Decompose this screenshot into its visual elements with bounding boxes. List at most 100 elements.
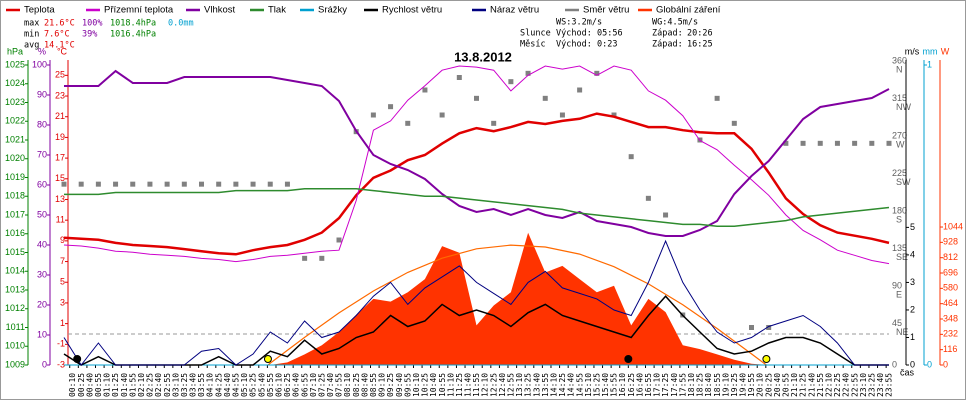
- x-tick-label: 23:25: [867, 373, 876, 397]
- y-tick-label: 1012: [5, 303, 25, 313]
- y-tick-label: 1017: [5, 209, 25, 219]
- line: [64, 188, 890, 228]
- y-tick-label: 360: [892, 55, 907, 65]
- x-tick-label: 23:40: [876, 373, 885, 397]
- x-tick-label: 17:55: [678, 373, 687, 397]
- sun-rise-label: Východ:: [556, 29, 592, 39]
- y-tick-label: W: [896, 139, 905, 149]
- x-tick-label: 04:40: [223, 373, 232, 397]
- y-tick-label: 928: [943, 237, 958, 247]
- y-tick-label: 90: [37, 89, 47, 99]
- x-tick-label: 18:55: [713, 373, 722, 397]
- x-tick-label: 20:25: [764, 373, 773, 397]
- legend-label: Přízemní teplota: [104, 5, 174, 16]
- y-tick-label: 90: [892, 280, 902, 290]
- y-tick-label: 20: [37, 299, 47, 309]
- x-tick-label: 13:10: [515, 373, 524, 397]
- y-tick-label: 1013: [5, 284, 25, 294]
- y-tick-label: S: [896, 214, 902, 224]
- point: [869, 140, 875, 146]
- x-tick-label: 07:25: [317, 373, 326, 397]
- y-tick-label: 13: [55, 194, 65, 204]
- x-tick-label: 20:10: [756, 373, 765, 397]
- point: [164, 181, 170, 187]
- y-tick-label: 180: [892, 205, 907, 215]
- x-tick-label: 19:40: [739, 373, 748, 397]
- point: [886, 140, 892, 146]
- y-tick-label: 19: [55, 132, 65, 142]
- y-tick-label: 15: [55, 173, 65, 183]
- x-tick-label: 21:40: [807, 373, 816, 397]
- y-tick-label: 5: [60, 277, 65, 287]
- x-tick-label: 03:40: [189, 373, 198, 397]
- x-tick-label: 16:55: [644, 373, 653, 397]
- point: [577, 87, 583, 93]
- y-tick-label: 21: [55, 111, 65, 121]
- legend-label: Náraz větru: [490, 5, 539, 16]
- line: [63, 65, 890, 265]
- y-tick-label: 4: [910, 249, 915, 259]
- y-tick-label: 3: [60, 297, 65, 307]
- x-tick-label: 10:55: [438, 373, 447, 397]
- point: [61, 181, 67, 187]
- x-tick-label: 13:55: [541, 373, 550, 397]
- y-tick-label: 0: [943, 359, 948, 369]
- y-tick-label: 1009: [5, 359, 25, 369]
- moon-set-label: Západ:: [652, 40, 683, 50]
- point: [628, 154, 634, 160]
- y-tick-label: 25: [55, 70, 65, 80]
- point: [439, 112, 445, 118]
- stat-label: avg: [24, 41, 39, 51]
- x-tick-label: 08:10: [343, 373, 352, 397]
- point: [766, 325, 772, 330]
- y-tick-label: -1: [57, 339, 65, 349]
- x-tick-label: 03:55: [197, 373, 206, 397]
- x-tick-label: 12:55: [507, 373, 516, 397]
- x-tick-label: 05:40: [257, 373, 266, 397]
- sun-set-marker: [762, 355, 771, 363]
- x-tick-label: 12:25: [489, 373, 498, 397]
- x-tick-label: 07:55: [335, 373, 344, 397]
- x-tick-label: 10:10: [412, 373, 421, 397]
- y-tick-label: 270: [892, 130, 907, 140]
- point: [731, 120, 737, 126]
- point: [388, 104, 394, 110]
- x-tick-label: 21:25: [799, 373, 808, 397]
- y-tick-label: 464: [943, 298, 958, 308]
- y-tick-label: 348: [943, 313, 958, 323]
- x-tick-label: 20:55: [782, 373, 791, 397]
- x-tick-label: 13:25: [524, 373, 533, 397]
- point: [95, 181, 101, 187]
- stat-pressure: 1018.4hPa: [110, 19, 156, 29]
- y-tick-label: 225: [892, 168, 907, 178]
- x-tick-label: 22:25: [833, 373, 842, 397]
- sun-rise-marker: [263, 355, 272, 363]
- x-tick-label: 15:40: [601, 373, 610, 397]
- y-tick-label: 40: [37, 239, 47, 249]
- y-tick-label: 1014: [5, 266, 25, 276]
- y-tick-label: 812: [943, 252, 958, 262]
- point: [456, 75, 462, 80]
- y-tick-label: 696: [943, 267, 958, 277]
- y-tick-label: 0: [892, 359, 897, 369]
- x-tick-label: 00:40: [85, 373, 94, 397]
- x-tick-label: 21:55: [816, 373, 825, 397]
- x-tick-label: 17:10: [653, 373, 662, 397]
- legend-label: Teplota: [24, 5, 55, 16]
- y-tick-label: 70: [37, 149, 47, 159]
- y-tick-label: SW: [896, 177, 911, 187]
- point: [216, 181, 222, 187]
- stat-label: min: [24, 30, 39, 40]
- point: [783, 140, 789, 146]
- x-tick-label: 01:55: [128, 373, 137, 397]
- point: [319, 255, 325, 261]
- x-tick-label: 00:10: [68, 373, 77, 397]
- axis-title: W: [941, 46, 950, 56]
- y-tick-label: 1023: [5, 97, 25, 107]
- stat-temp: 7.6°C: [44, 30, 70, 40]
- stat-rain: 0.0mm: [168, 19, 194, 29]
- y-tick-label: 1025: [5, 59, 25, 69]
- point: [422, 87, 428, 93]
